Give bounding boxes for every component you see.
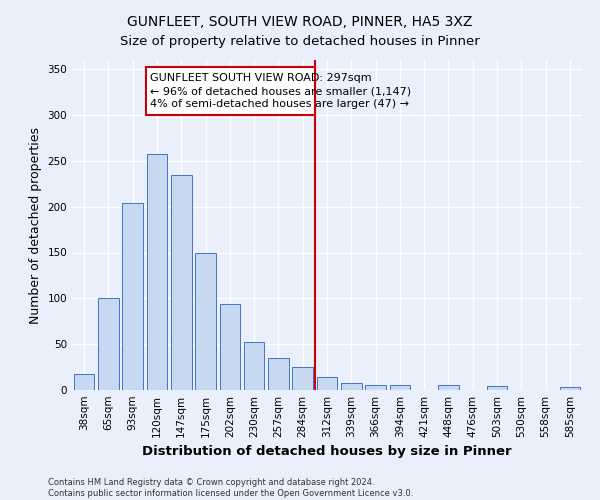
Bar: [98, 298, 119, 390]
Bar: [220, 304, 240, 390]
Text: GUNFLEET SOUTH VIEW ROAD: 297sqm: GUNFLEET SOUTH VIEW ROAD: 297sqm: [150, 73, 371, 83]
Bar: [74, 374, 94, 390]
Bar: [195, 254, 216, 390]
X-axis label: Distribution of detached houses by size in Pinner: Distribution of detached houses by size …: [142, 446, 512, 458]
Bar: [365, 384, 386, 390]
Text: GUNFLEET, SOUTH VIEW ROAD, PINNER, HA5 3XZ: GUNFLEET, SOUTH VIEW ROAD, PINNER, HA5 3…: [127, 15, 473, 29]
Bar: [389, 386, 410, 390]
Text: ← 96% of detached houses are smaller (1,147): ← 96% of detached houses are smaller (1,…: [150, 86, 411, 96]
Bar: [122, 203, 143, 390]
Bar: [171, 174, 191, 390]
Bar: [317, 377, 337, 390]
Bar: [438, 386, 459, 390]
Bar: [341, 382, 362, 390]
FancyBboxPatch shape: [146, 68, 315, 115]
Bar: [487, 386, 508, 390]
Bar: [560, 387, 580, 390]
Bar: [146, 154, 167, 390]
Text: 4% of semi-detached houses are larger (47) →: 4% of semi-detached houses are larger (4…: [150, 100, 409, 110]
Y-axis label: Number of detached properties: Number of detached properties: [29, 126, 42, 324]
Bar: [292, 367, 313, 390]
Bar: [268, 358, 289, 390]
Bar: [244, 342, 265, 390]
Text: Size of property relative to detached houses in Pinner: Size of property relative to detached ho…: [120, 35, 480, 48]
Text: Contains HM Land Registry data © Crown copyright and database right 2024.
Contai: Contains HM Land Registry data © Crown c…: [48, 478, 413, 498]
